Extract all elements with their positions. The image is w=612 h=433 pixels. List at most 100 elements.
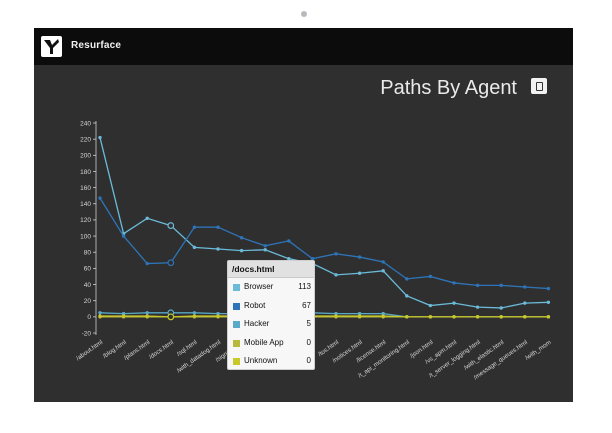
data-point[interactable] xyxy=(428,315,433,319)
tooltip-series-value: 113 xyxy=(298,282,311,291)
data-point[interactable] xyxy=(334,252,338,256)
data-point[interactable] xyxy=(192,311,197,315)
tooltip-row: Unknown 0 xyxy=(228,352,314,371)
data-point[interactable] xyxy=(167,313,175,321)
data-point[interactable] xyxy=(216,314,220,318)
data-point[interactable] xyxy=(475,315,480,319)
x-tick-label: /plans.html xyxy=(123,339,152,362)
y-tick-label: 180 xyxy=(80,169,91,176)
series-layer xyxy=(98,135,551,321)
data-point[interactable] xyxy=(334,314,338,318)
data-point[interactable] xyxy=(523,285,527,289)
data-point[interactable] xyxy=(452,301,456,305)
data-point[interactable] xyxy=(381,260,385,264)
data-point[interactable] xyxy=(428,274,433,279)
x-tick-label: /about.html xyxy=(75,339,104,362)
y-tick-label: 40 xyxy=(84,282,92,289)
data-point[interactable] xyxy=(239,248,244,253)
chart-tooltip: /docs.html Browser 113 Robot 67 Hacker 5 Mobil… xyxy=(227,260,315,370)
data-point[interactable] xyxy=(546,315,551,319)
data-point[interactable] xyxy=(287,239,291,243)
data-point[interactable] xyxy=(192,245,197,250)
data-point[interactable] xyxy=(475,305,480,309)
data-point[interactable] xyxy=(475,283,480,288)
y-tick-label: 220 xyxy=(80,136,91,143)
data-point[interactable] xyxy=(145,311,149,315)
data-point[interactable] xyxy=(263,244,267,248)
data-point[interactable] xyxy=(452,315,456,319)
data-point[interactable] xyxy=(98,196,102,200)
series-swatch xyxy=(233,302,240,310)
data-point[interactable] xyxy=(523,301,527,305)
data-point[interactable] xyxy=(405,315,409,319)
data-point[interactable] xyxy=(357,255,362,259)
y-tick-label: 240 xyxy=(80,120,91,127)
data-point[interactable] xyxy=(216,247,220,251)
data-point[interactable] xyxy=(98,135,102,140)
series-swatch xyxy=(233,284,240,291)
camera-dot xyxy=(301,11,307,17)
data-point[interactable] xyxy=(357,271,362,275)
data-point[interactable] xyxy=(381,314,385,318)
tooltip-series-label: Browser xyxy=(244,282,274,291)
tooltip-row: Mobile App 0 xyxy=(228,334,314,353)
data-point[interactable] xyxy=(167,259,175,267)
tooltip-row: Robot 67 xyxy=(228,297,314,316)
data-point[interactable] xyxy=(216,225,220,229)
tooltip-series-value: 0 xyxy=(306,337,311,347)
data-point[interactable] xyxy=(499,306,503,310)
y-tick-label: 200 xyxy=(80,153,91,160)
tooltip-title: /docs.html xyxy=(228,261,314,278)
y-tick-label: 120 xyxy=(80,217,91,224)
data-point[interactable] xyxy=(192,225,197,229)
y-tick-label: 20 xyxy=(84,298,92,305)
y-tick-label: 80 xyxy=(84,250,92,257)
data-point[interactable] xyxy=(405,277,409,281)
data-point[interactable] xyxy=(405,294,409,298)
series-line xyxy=(99,137,549,309)
copy-icon[interactable] xyxy=(531,78,547,94)
data-point[interactable] xyxy=(381,269,385,273)
resurface-logo-icon[interactable] xyxy=(41,36,62,57)
data-point[interactable] xyxy=(121,314,126,318)
data-point[interactable] xyxy=(357,314,362,318)
app-title: Resurface xyxy=(71,40,122,51)
data-point[interactable] xyxy=(239,235,244,240)
data-point[interactable] xyxy=(167,222,175,229)
tooltip-series-label: Hacker xyxy=(244,319,270,328)
x-tick-label: /with_mom xyxy=(524,339,553,362)
y-tick-label: 140 xyxy=(80,201,91,208)
data-point[interactable] xyxy=(452,281,456,285)
data-point[interactable] xyxy=(546,286,551,291)
data-point[interactable] xyxy=(263,248,267,252)
tooltip-series-label: Unknown xyxy=(244,356,278,365)
data-point[interactable] xyxy=(499,283,503,288)
data-point[interactable] xyxy=(145,216,149,221)
tooltip-series-value: 0 xyxy=(306,356,311,365)
data-point[interactable] xyxy=(499,315,503,319)
data-point[interactable] xyxy=(121,234,126,238)
tooltip-series-label: Mobile App xyxy=(244,337,284,347)
data-point[interactable] xyxy=(334,273,338,277)
data-point[interactable] xyxy=(428,303,433,308)
y-tick-label: 60 xyxy=(84,266,92,273)
data-point[interactable] xyxy=(546,300,551,305)
page-title: Paths By Agent xyxy=(380,77,517,99)
data-point[interactable] xyxy=(192,314,197,318)
tooltip-row: Browser 113 xyxy=(228,278,314,297)
tooltip-series-value: 5 xyxy=(306,319,311,328)
data-point[interactable] xyxy=(98,311,102,315)
tooltip-series-label: Robot xyxy=(244,300,266,310)
app-header: Resurface xyxy=(34,28,573,65)
series-line xyxy=(99,197,549,290)
data-point[interactable] xyxy=(98,314,102,318)
data-point[interactable] xyxy=(523,315,527,319)
app-screen: Resurface Paths By Agent 240 220 200 180 160… xyxy=(34,28,573,402)
y-tick-label: 0 xyxy=(87,314,91,321)
data-point[interactable] xyxy=(145,314,149,318)
series-swatch xyxy=(233,321,240,328)
y-tick-label: 100 xyxy=(80,233,91,240)
data-point[interactable] xyxy=(145,261,149,266)
